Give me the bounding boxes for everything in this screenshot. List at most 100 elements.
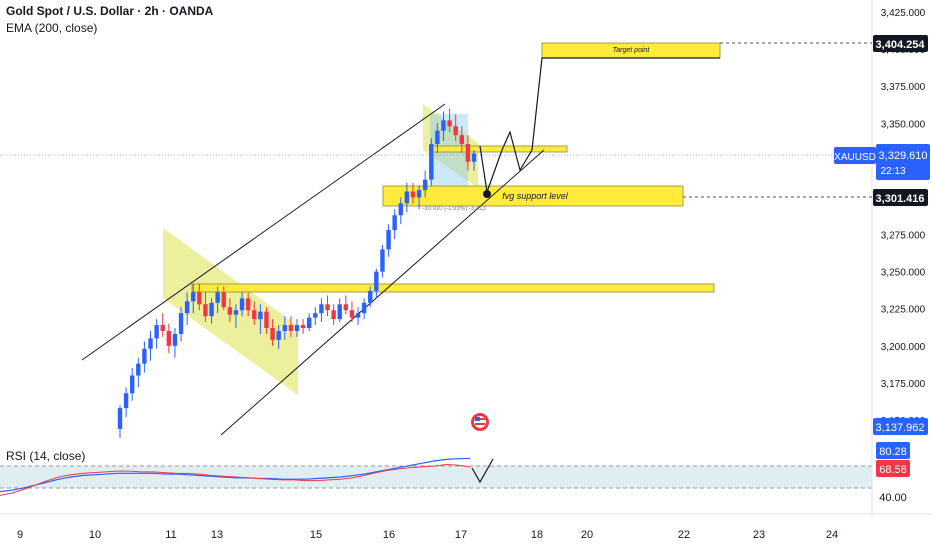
support-zone-lower: [191, 283, 715, 293]
us-flag-icon[interactable]: [471, 413, 489, 431]
low-price-text: 3,137.962: [876, 422, 925, 434]
symbol-tag-text: XAUUSD: [834, 152, 876, 163]
candle-body: [404, 191, 410, 204]
candle-body: [410, 191, 416, 198]
rsi-ma-tag: [876, 442, 910, 459]
candle-body: [471, 153, 477, 162]
candle-body: [288, 325, 294, 331]
time-tick-label: 15: [310, 529, 322, 541]
rsi-value-tag: [876, 460, 910, 477]
candle-body: [130, 375, 135, 394]
candle-body: [361, 302, 367, 314]
price-tick-label: 3,250.000: [881, 268, 926, 279]
price-tick-label: 3,225.000: [881, 305, 926, 316]
candle-body: [160, 325, 165, 331]
support-marker: [483, 190, 491, 198]
rsi-value: 68.58: [879, 464, 907, 476]
candle-body: [191, 292, 196, 302]
candle-body: [227, 307, 233, 315]
candle-body: [136, 363, 141, 376]
candle-body: [398, 203, 403, 216]
rsi-band: [0, 466, 872, 488]
candle-body: [270, 328, 275, 340]
time-tick-label: 22: [678, 529, 690, 541]
rsi-level-label: 40.00: [879, 492, 907, 504]
symbol-tag: [834, 147, 876, 164]
resistance-zone: [432, 145, 568, 153]
candle-body: [459, 135, 464, 145]
candle-body: [252, 310, 257, 320]
candle-body: [172, 333, 178, 346]
current-price-tag: [876, 144, 930, 180]
candles: [117, 108, 477, 438]
measure-label: -30.910 (-1.93%) -3,413: [422, 206, 486, 212]
candle-body: [337, 304, 342, 320]
candle-body: [276, 330, 281, 340]
channel-lower-line: [220, 149, 545, 436]
candle-body: [197, 292, 202, 305]
candle-body: [355, 313, 361, 318]
countdown-text: 22:13: [880, 166, 905, 177]
candle-body: [331, 310, 336, 320]
candle-body: [209, 302, 214, 317]
candle-body: [319, 304, 324, 314]
candle-body: [184, 301, 190, 314]
fvg-zone: [382, 185, 684, 207]
candle-body: [123, 393, 129, 409]
candle-body: [166, 330, 172, 346]
drawing-shapes[interactable]: [0, 42, 872, 436]
candle-body: [233, 310, 239, 315]
candle-body: [422, 179, 428, 191]
symbol-title: Gold Spot / U.S. Dollar · 2h · OANDA: [6, 4, 214, 18]
candle-body: [178, 313, 184, 334]
candle-body: [441, 120, 446, 131]
rsi-line: [0, 464, 471, 496]
candle-body: [380, 249, 385, 272]
candle-body: [215, 292, 220, 303]
time-tick-label: 20: [581, 529, 593, 541]
indicator-title: EMA (200, close): [6, 21, 98, 35]
time-tick-label: 23: [753, 529, 765, 541]
time-tick-label: 13: [211, 529, 223, 541]
price-tick-label: 3,175.000: [881, 379, 926, 390]
candle-body: [325, 304, 330, 311]
candle-body: [203, 304, 208, 317]
candle-body: [239, 298, 245, 311]
candle-body: [294, 325, 300, 331]
candle-body: [264, 311, 269, 329]
candle-body: [447, 120, 452, 127]
candle-body: [142, 348, 147, 364]
time-tick-label: 10: [89, 529, 101, 541]
candle-body: [374, 271, 379, 291]
price-tick-label: 3,275.000: [881, 231, 926, 242]
candle-body: [245, 298, 251, 311]
candle-body: [148, 338, 153, 349]
price-tick-label: 3,350.000: [881, 119, 926, 130]
rsi-lines: [0, 457, 494, 496]
candle-body: [349, 310, 355, 318]
candle-body: [429, 144, 434, 180]
price-panel: [0, 0, 872, 440]
candle-body: [392, 215, 397, 231]
target-price-tag: [873, 35, 928, 52]
time-tick-label: 16: [383, 529, 395, 541]
candle-body: [313, 313, 318, 318]
candle-body: [258, 311, 263, 320]
support-level-label: fvg support level: [502, 191, 569, 201]
time-tick-label: 24: [826, 529, 838, 541]
candle-body: [416, 190, 422, 198]
price-tick-label: 3,425.000: [881, 8, 926, 19]
candle-body: [221, 292, 226, 308]
candle-body: [453, 126, 458, 136]
drawing-overlay[interactable]: [479, 57, 720, 198]
support-price-tag: [873, 189, 928, 206]
time-tick-label: 17: [455, 529, 467, 541]
candle-body: [435, 130, 440, 145]
chart-legend: Gold Spot / U.S. Dollar · 2h · OANDA EMA…: [6, 4, 213, 35]
candle-body: [282, 325, 287, 331]
rsi-ma-value: 80.28: [879, 446, 907, 458]
candle-body: [386, 230, 391, 250]
target-point-label: Target point: [613, 47, 651, 54]
